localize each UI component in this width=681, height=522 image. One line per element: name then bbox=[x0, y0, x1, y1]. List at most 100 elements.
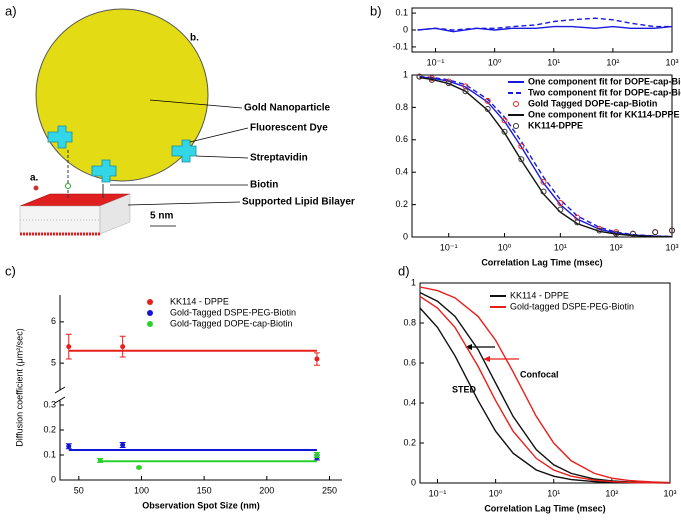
x-tick-label: 10¹ bbox=[547, 488, 560, 498]
data-point bbox=[518, 156, 525, 163]
x-tick-label: 10² bbox=[606, 57, 619, 67]
legend-label: KK114-DPPE bbox=[528, 120, 583, 130]
x-tick-label: 10⁰ bbox=[498, 242, 512, 252]
y-tick-label: 0 bbox=[403, 24, 408, 34]
y-tick-label: 0 bbox=[403, 231, 408, 241]
data-point bbox=[540, 178, 547, 185]
gold-nanoparticle bbox=[35, 8, 209, 182]
y-tick-label: 0.4 bbox=[403, 397, 416, 407]
x-axis-title: Correlation Lag Time (msec) bbox=[481, 257, 602, 267]
diagram-label: Gold Nanoparticle bbox=[244, 103, 331, 114]
y-tick-label: 0.4 bbox=[395, 167, 408, 177]
x-tick-label: 10⁻¹ bbox=[429, 488, 447, 498]
y-tick-label: 0.1 bbox=[43, 449, 56, 459]
legend-label: KK114 - DPPE bbox=[510, 290, 569, 300]
diagram-label: Supported Lipid Bilayer bbox=[242, 197, 355, 208]
data-point bbox=[574, 219, 581, 226]
data-point bbox=[66, 344, 72, 350]
y-tick-label: 0.3 bbox=[43, 399, 56, 409]
y-tick-label: 0.1 bbox=[395, 7, 408, 17]
x-tick-label: 10² bbox=[605, 488, 618, 498]
legend-label: One component fit for DOPE-cap-Biotin bbox=[528, 76, 681, 86]
legend-label: KK114 - DPPE bbox=[170, 296, 229, 306]
x-tick-label: 50 bbox=[74, 485, 84, 495]
data-point bbox=[314, 452, 320, 458]
diagram-label: b. bbox=[190, 33, 199, 44]
data-point bbox=[484, 106, 491, 113]
legend-label: Two component fit for DOPE-cap-Biotin bbox=[528, 87, 681, 97]
x-tick-label: 10³ bbox=[665, 57, 678, 67]
data-point bbox=[428, 76, 435, 83]
y-tick-label: 0.8 bbox=[395, 102, 408, 112]
series-line bbox=[419, 75, 673, 238]
legend-label: Gold-tagged DSPE-PEG-Biotin bbox=[510, 301, 634, 311]
data-point bbox=[669, 227, 675, 234]
plot-frame bbox=[419, 282, 671, 484]
x-tick-label: 10² bbox=[610, 242, 623, 252]
data-point bbox=[66, 443, 72, 449]
data-point bbox=[120, 344, 126, 350]
x-tick-label: 10³ bbox=[663, 488, 676, 498]
x-tick-label: 10¹ bbox=[547, 57, 560, 67]
data-point bbox=[484, 97, 491, 104]
biotin-mark bbox=[65, 183, 71, 189]
data-point bbox=[314, 356, 320, 362]
data-point bbox=[518, 143, 525, 150]
panel-label: a) bbox=[5, 3, 17, 18]
y-tick-label: 0.2 bbox=[43, 424, 56, 434]
diagram-label: Biotin bbox=[250, 180, 278, 191]
annotation: Confocal bbox=[520, 369, 559, 379]
y-tick-label: 0.2 bbox=[395, 199, 408, 209]
panel-label: b) bbox=[370, 3, 382, 18]
x-tick-label: 10⁻¹ bbox=[427, 57, 445, 67]
data-point bbox=[613, 230, 620, 237]
x-tick-label: 200 bbox=[259, 485, 274, 495]
dye-mark bbox=[33, 185, 39, 191]
y-tick-label: 6 bbox=[51, 316, 56, 326]
data-point bbox=[557, 199, 564, 206]
data-point bbox=[136, 465, 142, 470]
x-axis-title: Observation Spot Size (nm) bbox=[142, 500, 260, 510]
data-point bbox=[462, 88, 469, 95]
series-line bbox=[417, 25, 673, 33]
y-tick-label: 0.2 bbox=[403, 437, 416, 447]
bilayer bbox=[19, 193, 131, 236]
data-point bbox=[557, 206, 564, 213]
diagram-label: Fluorescent Dye bbox=[250, 123, 328, 134]
x-tick-label: 150 bbox=[197, 485, 212, 495]
y-tick-label: 0.6 bbox=[395, 134, 408, 144]
x-tick-label: 10¹ bbox=[554, 242, 567, 252]
scale-bar-label: 5 nm bbox=[150, 211, 173, 222]
y-tick-label: 0.8 bbox=[403, 317, 416, 327]
data-point bbox=[501, 128, 508, 135]
data-point bbox=[629, 230, 636, 237]
x-tick-label: 10⁻¹ bbox=[440, 242, 458, 252]
x-axis-title: Correlation Lag Time (msec) bbox=[484, 503, 605, 513]
legend-marker bbox=[147, 321, 153, 327]
y-tick-label: 1 bbox=[403, 69, 408, 79]
y-tick-label: 5 bbox=[51, 358, 56, 368]
y-tick-label: 1 bbox=[411, 277, 416, 287]
diagram-label: Streptavidin bbox=[250, 153, 308, 164]
data-point bbox=[596, 227, 603, 234]
series-line bbox=[419, 295, 670, 484]
y-axis-title: Diffusion coefficient (μm²/sec) bbox=[14, 328, 24, 446]
annotation: STED bbox=[452, 384, 477, 394]
data-point bbox=[540, 188, 547, 195]
y-tick-label: 0 bbox=[51, 474, 56, 484]
data-point bbox=[416, 73, 423, 80]
panel-label: d) bbox=[398, 263, 410, 278]
x-tick-label: 10⁰ bbox=[489, 488, 503, 498]
legend-label: Gold-Tagged DOPE-cap-Biotin bbox=[170, 318, 293, 328]
legend-marker bbox=[513, 123, 519, 129]
series-line bbox=[417, 17, 672, 31]
series-line bbox=[419, 286, 671, 484]
legend-marker bbox=[147, 310, 153, 316]
x-tick-label: 250 bbox=[322, 485, 337, 495]
x-tick-label: 10⁰ bbox=[488, 57, 502, 67]
data-point bbox=[652, 229, 659, 236]
arrows bbox=[465, 344, 519, 362]
plot-frame bbox=[411, 74, 673, 238]
leader-lines bbox=[110, 99, 249, 227]
